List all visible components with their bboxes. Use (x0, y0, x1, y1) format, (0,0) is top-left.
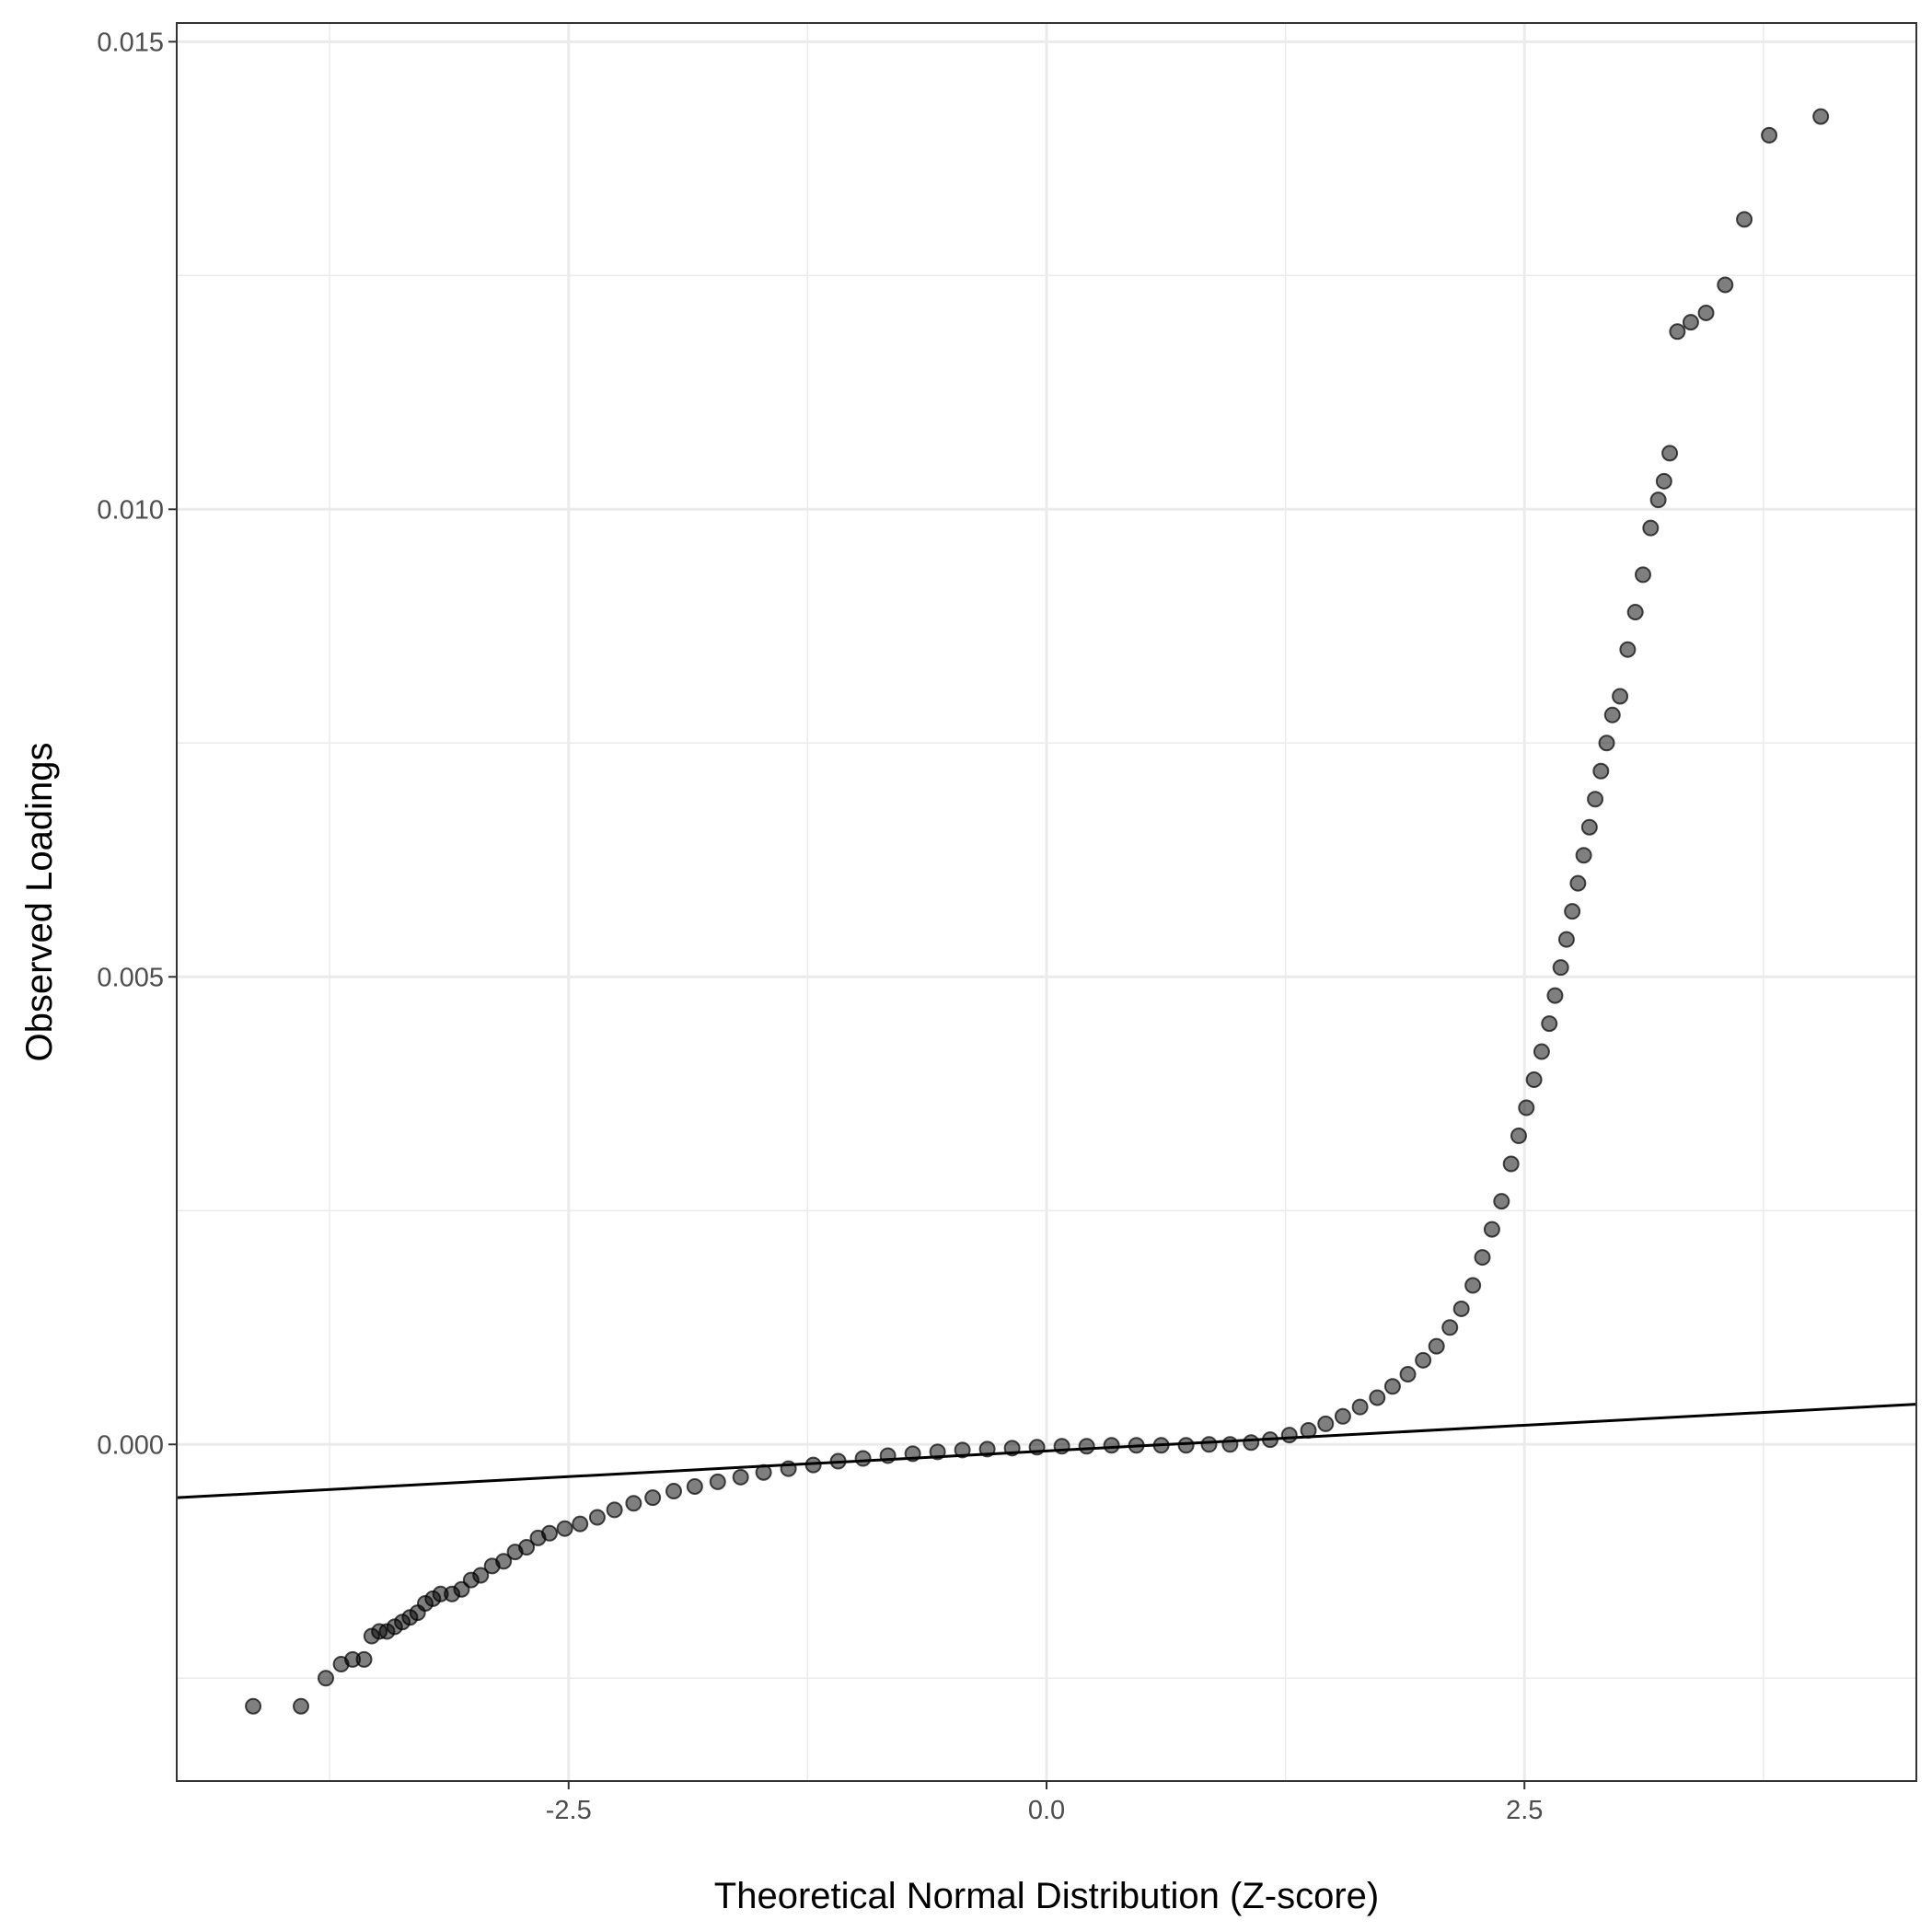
x-tick-label: 0.0 (1028, 1796, 1065, 1825)
data-point (1533, 1043, 1550, 1060)
data-point (1464, 1277, 1482, 1294)
data-point (556, 1520, 573, 1537)
y-axis-title: Observed Loadings (19, 743, 60, 1062)
x-axis-ticks: -2.5 0.0 2.5 (546, 1781, 1543, 1825)
data-point (1493, 1193, 1510, 1210)
data-point (1592, 762, 1610, 780)
data-point (1564, 903, 1581, 920)
data-point (1626, 604, 1644, 621)
data-point (1200, 1436, 1218, 1453)
data-point (1474, 1249, 1491, 1267)
data-point (954, 1441, 971, 1459)
data-point (1369, 1389, 1386, 1406)
data-point (1717, 276, 1734, 294)
data-point (1736, 211, 1753, 228)
data-point (625, 1495, 642, 1512)
x-tick-label: -2.5 (546, 1796, 592, 1825)
data-point (293, 1697, 309, 1715)
data-point (1669, 323, 1686, 341)
data-point (355, 1650, 373, 1668)
data-point (1541, 1015, 1558, 1033)
data-point (1078, 1438, 1095, 1455)
x-tick-label: 2.5 (1506, 1796, 1543, 1825)
data-point (1587, 791, 1604, 808)
data-point (732, 1468, 749, 1486)
data-point (1557, 931, 1575, 948)
data-point (709, 1473, 726, 1490)
data-point (1415, 1351, 1432, 1369)
data-point (1655, 472, 1672, 490)
data-point (245, 1697, 262, 1715)
data-point (1682, 314, 1699, 331)
data-point (1483, 1221, 1500, 1238)
data-point (1383, 1378, 1401, 1395)
data-point (644, 1489, 662, 1507)
data-point (1510, 1127, 1527, 1144)
data-point (1575, 847, 1592, 864)
data-point (1642, 519, 1660, 537)
data-point (606, 1501, 623, 1519)
data-point (572, 1515, 589, 1533)
data-point (1598, 735, 1615, 752)
data-point (1243, 1434, 1260, 1452)
data-point (318, 1670, 334, 1687)
y-tick-label: 0.005 (97, 963, 164, 992)
data-point (1221, 1436, 1239, 1453)
y-tick-label: 0.010 (97, 495, 164, 525)
data-point (1399, 1366, 1417, 1383)
y-axis-ticks: 0.000 0.005 0.010 0.015 (97, 28, 177, 1460)
data-point (1452, 1300, 1470, 1317)
data-point (1525, 1071, 1543, 1089)
data-point (1697, 304, 1715, 321)
data-point (1546, 987, 1564, 1004)
data-point (1812, 108, 1830, 125)
data-point (518, 1539, 536, 1556)
x-axis-title: Theoretical Normal Distribution (Z-score… (714, 1876, 1379, 1916)
data-point (1612, 688, 1629, 705)
data-point (854, 1450, 872, 1467)
data-point (1502, 1155, 1520, 1173)
data-point (541, 1524, 558, 1542)
data-point (1661, 445, 1679, 462)
data-point (1518, 1099, 1535, 1116)
data-point (495, 1553, 513, 1570)
data-point (1761, 126, 1778, 144)
data-point (472, 1567, 490, 1584)
data-point (1635, 566, 1651, 584)
y-tick-label: 0.015 (97, 28, 164, 57)
data-point (1177, 1437, 1195, 1454)
data-point (1334, 1407, 1351, 1425)
data-point (1317, 1415, 1335, 1432)
y-tick-label: 0.000 (97, 1430, 164, 1460)
grid-lines (177, 23, 1916, 1781)
data-point (665, 1483, 682, 1500)
data-point (1351, 1398, 1369, 1416)
data-point (1569, 874, 1587, 892)
data-point (1103, 1437, 1120, 1454)
data-point (1280, 1427, 1298, 1444)
data-point (1649, 492, 1667, 509)
data-point (1603, 706, 1621, 723)
data-point (1552, 959, 1569, 977)
data-point (1619, 641, 1637, 658)
data-point (1580, 818, 1598, 836)
reference-line (176, 1403, 1917, 1499)
data-point (1441, 1319, 1459, 1336)
data-point (1428, 1337, 1445, 1355)
data-point (588, 1509, 606, 1526)
data-point (686, 1477, 703, 1495)
